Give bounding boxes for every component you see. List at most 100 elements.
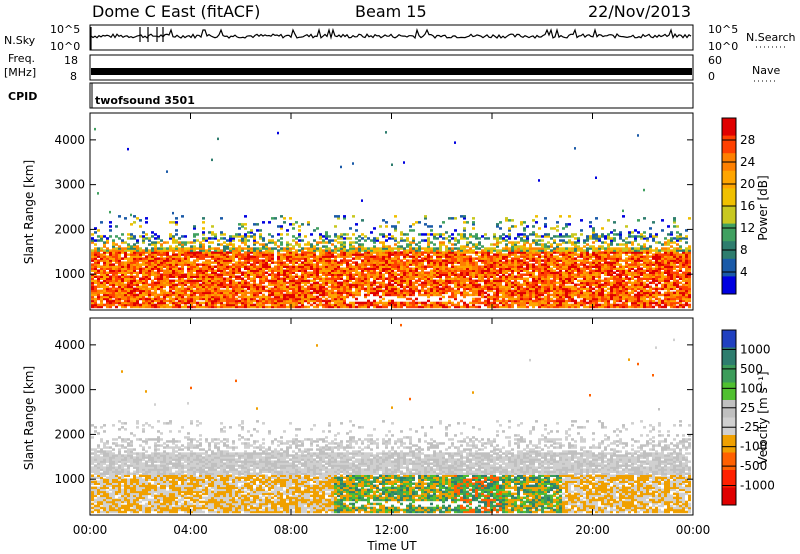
heat-cell — [316, 277, 319, 280]
heat-cell — [430, 241, 433, 244]
heat-cell — [307, 295, 310, 299]
heat-cell — [94, 269, 97, 272]
heat-cell — [340, 295, 343, 299]
heat-cell — [211, 241, 214, 244]
heat-cell — [550, 245, 553, 248]
heat-cell — [91, 285, 94, 289]
heat-cell — [301, 289, 304, 293]
heat-cell — [400, 231, 403, 234]
heat-cell — [559, 303, 562, 307]
heat-cell — [532, 259, 535, 262]
heat-cell — [223, 245, 226, 248]
heat-cell — [187, 271, 190, 274]
heat-cell — [223, 293, 226, 297]
heat-cell — [385, 251, 388, 254]
heat-cell — [100, 299, 103, 303]
heat-cell — [163, 299, 166, 303]
heat-cell — [529, 299, 532, 303]
heat-cell — [514, 279, 517, 283]
heat-cell — [535, 269, 538, 272]
heat-cell — [478, 265, 481, 268]
heat-cell — [466, 271, 469, 274]
heat-cell — [535, 259, 538, 262]
heat-cell — [313, 299, 316, 303]
heat-cell — [118, 297, 121, 301]
heat-cell — [346, 295, 349, 299]
heat-cell — [523, 245, 526, 248]
heat-cell — [556, 225, 559, 228]
heat-cell — [211, 267, 214, 270]
heat-cell — [406, 283, 409, 287]
heat-cell — [298, 279, 301, 283]
heat-cell — [256, 299, 259, 303]
heat-cell — [253, 303, 256, 307]
heat-cell — [196, 289, 199, 293]
heat-cell — [172, 249, 175, 252]
heat-cell — [115, 259, 118, 262]
heat-cell — [289, 287, 292, 291]
heat-cell — [445, 265, 448, 268]
heat-cell — [271, 281, 274, 285]
heat-cell — [157, 241, 160, 244]
heat-cell — [457, 287, 460, 291]
heat-cell — [304, 271, 307, 274]
heat-cell — [505, 305, 508, 309]
heat-cell — [145, 279, 148, 283]
heat-cell — [220, 233, 223, 236]
heat-cell — [259, 237, 262, 240]
heat-cell — [433, 253, 436, 256]
heat-cell — [472, 261, 475, 264]
heat-cell — [274, 241, 277, 244]
heat-cell — [196, 277, 199, 280]
heat-cell — [385, 285, 388, 289]
heat-cell — [112, 293, 115, 297]
heat-cell — [100, 235, 103, 238]
heat-cell — [415, 271, 418, 274]
heat-cell — [166, 275, 169, 278]
heat-cell — [421, 289, 424, 293]
heat-cell — [349, 293, 352, 297]
heat-cell — [115, 271, 118, 274]
heat-cell — [220, 273, 223, 276]
heat-cell — [277, 257, 280, 260]
heat-cell — [325, 259, 328, 262]
heat-cell — [361, 265, 364, 268]
heat-cell — [130, 255, 133, 258]
heat-cell — [469, 305, 472, 309]
heat-cell — [460, 271, 463, 274]
heat-cell — [466, 243, 469, 246]
heat-cell — [313, 247, 316, 250]
heat-cell — [427, 257, 430, 260]
heat-cell — [154, 283, 157, 287]
heat-cell — [325, 277, 328, 280]
heat-cell — [367, 249, 370, 252]
heat-cell — [127, 277, 130, 280]
heat-cell — [301, 253, 304, 256]
heat-cell — [484, 275, 487, 278]
heat-cell — [232, 271, 235, 274]
heat-cell — [205, 259, 208, 262]
heat-cell — [250, 293, 253, 297]
heat-cell — [343, 233, 346, 236]
heat-cell — [427, 273, 430, 276]
heat-cell — [385, 249, 388, 252]
heat-cell — [232, 245, 235, 248]
heat-cell — [91, 287, 94, 291]
heat-cell — [151, 247, 154, 250]
heat-cell — [370, 291, 373, 295]
heat-cell — [400, 247, 403, 250]
heat-cell — [493, 279, 496, 283]
heat-cell — [172, 251, 175, 254]
heat-cell — [304, 259, 307, 262]
heat-cell — [286, 271, 289, 274]
heat-cell — [568, 277, 571, 280]
heat-cell — [322, 263, 325, 266]
heat-cell — [349, 265, 352, 268]
heat-cell — [523, 303, 526, 307]
heat-cell — [574, 261, 577, 264]
heat-cell — [565, 257, 568, 260]
heat-cell — [112, 299, 115, 303]
heat-cell — [433, 287, 436, 291]
heat-cell — [427, 275, 430, 278]
heat-cell — [448, 289, 451, 293]
